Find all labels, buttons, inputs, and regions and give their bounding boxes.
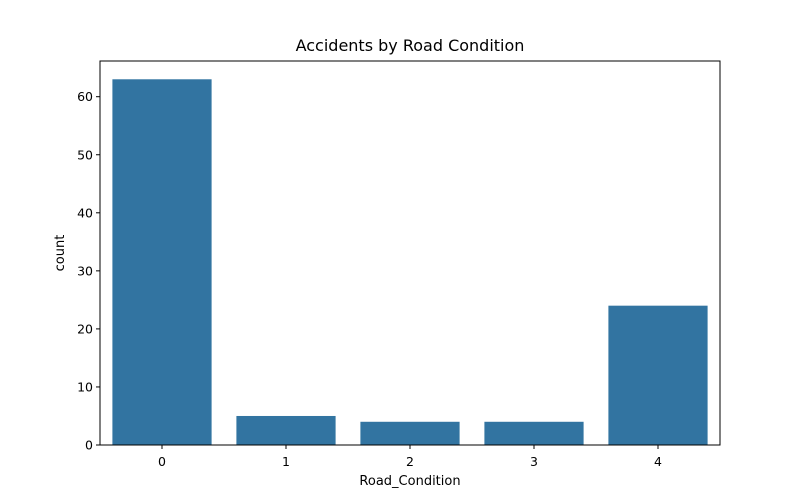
x-axis-label: Road_Condition	[359, 474, 460, 489]
bars-group	[112, 79, 708, 446]
bar-1	[236, 415, 336, 445]
bar-3	[484, 421, 584, 445]
y-axis-ticks: 0 10 20 30 40 50 60	[77, 89, 100, 453]
bar-0	[112, 79, 212, 446]
bar-2	[360, 421, 460, 445]
x-tick-label: 3	[530, 454, 538, 469]
y-tick-label: 20	[77, 321, 93, 336]
x-tick-label: 4	[654, 454, 662, 469]
y-tick-label: 0	[85, 438, 93, 453]
x-axis-ticks: 0 1 2 3 4	[158, 445, 662, 469]
x-tick-label: 1	[282, 454, 290, 469]
chart-title: Accidents by Road Condition	[296, 36, 525, 55]
y-tick-label: 60	[77, 89, 93, 104]
y-tick-label: 10	[77, 379, 93, 394]
x-tick-label: 2	[406, 454, 414, 469]
plot-frame	[99, 60, 721, 446]
x-tick-label: 0	[158, 454, 166, 469]
y-tick-label: 30	[77, 263, 93, 278]
y-tick-label: 50	[77, 147, 93, 162]
y-axis-label: count	[53, 235, 68, 272]
y-tick-label: 40	[77, 205, 93, 220]
bar-4	[608, 305, 708, 445]
